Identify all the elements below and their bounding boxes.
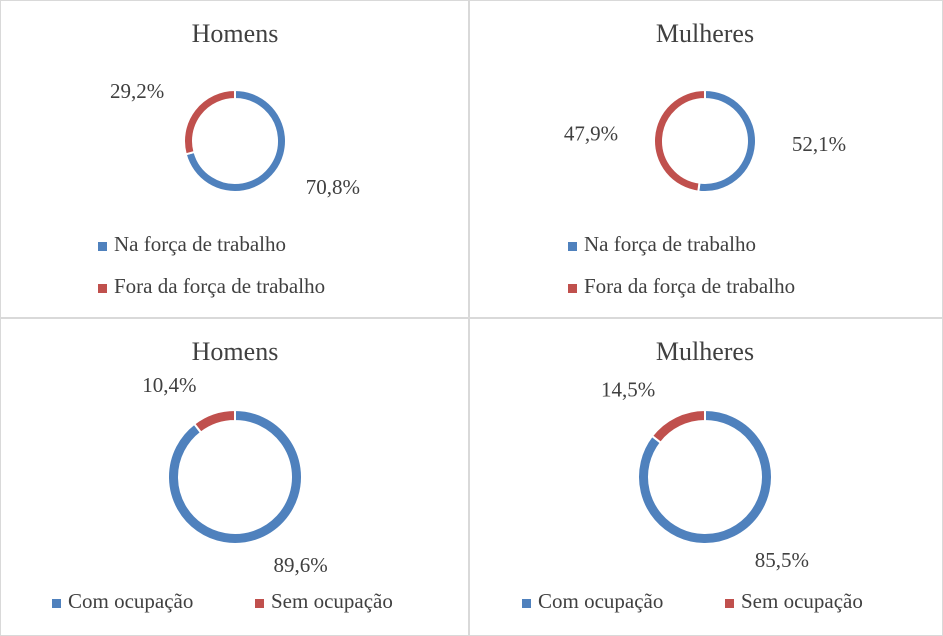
data-label: 29,2% (110, 79, 164, 103)
chart-title: Homens (192, 337, 279, 366)
legend-marker (98, 284, 107, 293)
data-label: 85,5% (755, 548, 809, 572)
legend-label: Fora da força de trabalho (114, 274, 325, 298)
data-label: 47,9% (564, 122, 618, 146)
legend-marker (98, 242, 107, 251)
legend-label: Com ocupação (68, 589, 193, 613)
legend-marker (52, 599, 61, 608)
data-label: 14,5% (601, 377, 655, 401)
legend-label: Na força de trabalho (114, 232, 286, 256)
donut-slice (167, 408, 303, 545)
legend-marker (725, 599, 734, 608)
data-label: 70,8% (306, 175, 360, 199)
legend-label: Fora da força de trabalho (584, 274, 795, 298)
chart-title: Mulheres (656, 337, 754, 366)
chart-title: Mulheres (656, 19, 754, 48)
data-label: 89,6% (273, 553, 327, 577)
legend-marker (568, 242, 577, 251)
data-label: 10,4% (142, 373, 196, 397)
legend-label: Sem ocupação (741, 589, 863, 613)
chart-title: Homens (192, 19, 279, 48)
legend-label: Sem ocupação (271, 589, 393, 613)
legend-marker (522, 599, 531, 608)
donut-slice (192, 408, 236, 434)
legend-label: Na força de trabalho (584, 232, 756, 256)
legend-marker (255, 599, 264, 608)
donut-slice (650, 408, 706, 445)
legend-label: Com ocupação (538, 589, 663, 613)
donut-slice (653, 88, 706, 193)
legend-marker (568, 284, 577, 293)
data-label: 52,1% (792, 132, 846, 156)
donut-slice (183, 88, 236, 156)
